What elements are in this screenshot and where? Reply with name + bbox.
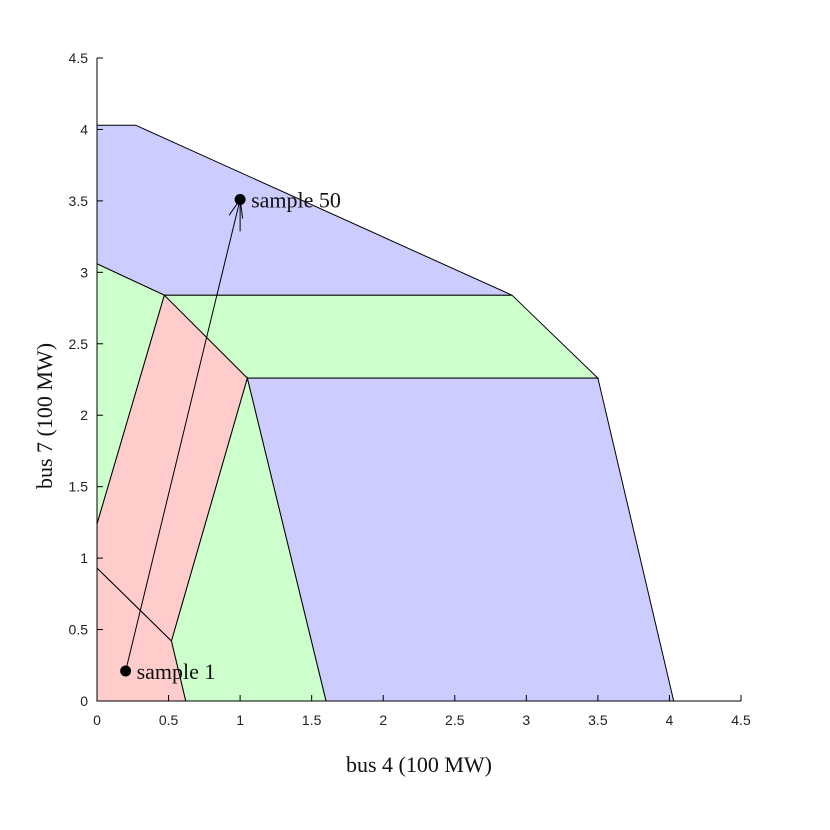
y-tick-label-3: 1.5 [69,479,89,495]
y-axis-title: bus 7 (100 MW) [32,343,57,489]
samples: sample 1 sample 50 [120,187,341,684]
x-tick-label-3: 1.5 [302,712,322,728]
y-tick-label-4: 2 [80,407,88,423]
y-tick-label-9: 4.5 [69,50,89,66]
sample-path-arrow [125,199,240,672]
x-tick-label-8: 4 [666,712,674,728]
regions [96,124,675,702]
x-tick-label-0: 0 [93,712,101,728]
sample-label-2: sample 50 [251,187,341,212]
x-tick-label-1: 0.5 [159,712,179,728]
y-tick-label-7: 3.5 [69,193,89,209]
x-tick-label-4: 2 [379,712,387,728]
y-tick-label-5: 2.5 [69,336,89,352]
x-tick-label-6: 3 [522,712,530,728]
y-tick-label-6: 3 [80,264,88,280]
x-axis-title: bus 4 (100 MW) [346,752,492,777]
x-tick-label-9: 4.5 [731,712,751,728]
y-tick-label-1: 0.5 [69,622,89,638]
x-tick-label-2: 1 [236,712,244,728]
y-tick-label-0: 0 [80,693,88,709]
sample-point-2 [234,193,246,205]
x-tick-label-5: 2.5 [445,712,465,728]
sample-point-1 [120,665,132,677]
x-tick-label-7: 3.5 [588,712,608,728]
sample-label-1: sample 1 [137,659,216,684]
axes: 0 0.5 1 1.5 2 2.5 3 3.5 4 4.5 0 0.5 1 1.5 2 2.5 3 3.5 4 4.5 [69,50,751,728]
y-tick-label-8: 4 [80,121,88,137]
y-tick-label-2: 1 [80,550,88,566]
